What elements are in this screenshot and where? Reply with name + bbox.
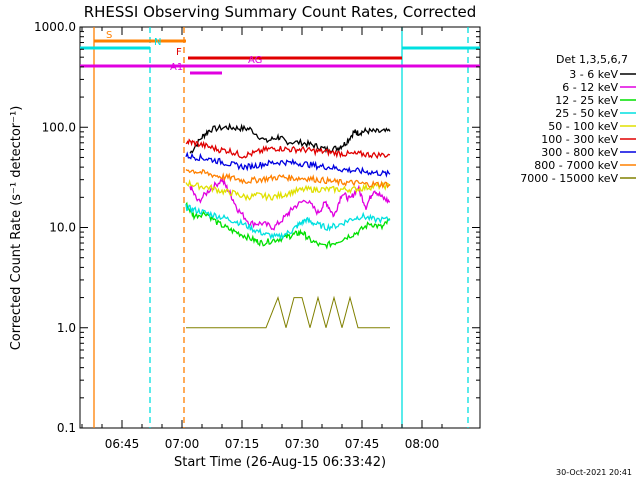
- flag-label-0: S: [106, 30, 112, 41]
- legend-label-0: 3 - 6 keV: [569, 68, 618, 81]
- series-line-4: [185, 179, 391, 202]
- x-tick-label-0: 06:45: [105, 437, 140, 451]
- y-axis-label: Corrected Count Rate (s⁻¹ detector⁻¹): [9, 106, 24, 351]
- y-tick-label-2: 10.0: [49, 221, 76, 235]
- legend-label-8: 7000 - 15000 keV: [520, 172, 618, 185]
- x-tick-label-1: 07:00: [165, 437, 200, 451]
- legend-label-3: 25 - 50 keV: [555, 107, 618, 120]
- x-tick-label-2: 07:15: [225, 437, 260, 451]
- series-line-6: [185, 151, 391, 178]
- plot-frame: [79, 26, 481, 429]
- y-tick-label-3: 1.0: [57, 321, 76, 335]
- series-line-1: [189, 177, 390, 231]
- flag-label-3: F: [176, 47, 182, 58]
- legend-title: Det 1,3,5,6,7: [556, 53, 628, 66]
- legend-label-4: 50 - 100 keV: [548, 120, 618, 133]
- legend-label-2: 12 - 25 keV: [555, 94, 618, 107]
- chart-title: RHESSI Observing Summary Count Rates, Co…: [84, 3, 477, 21]
- legend-label-1: 6 - 12 keV: [562, 81, 618, 94]
- series-line-5: [185, 138, 391, 160]
- y-tick-label-1: 100.0: [42, 120, 76, 134]
- flag-label-4: AG: [248, 55, 262, 66]
- footer-date: 30-Oct-2021 20:41: [556, 468, 632, 477]
- y-tick-label-0: 1000.0: [34, 20, 76, 34]
- legend-label-6: 300 - 800 keV: [541, 146, 618, 159]
- series-line-0: [189, 122, 391, 154]
- x-tick-label-3: 07:30: [285, 437, 320, 451]
- series-line-2: [185, 201, 391, 250]
- flag-label-1: N: [154, 37, 161, 48]
- y-tick-label-4: 0.1: [57, 421, 76, 435]
- series-line-8: [186, 295, 390, 329]
- x-tick-label-5: 08:00: [405, 437, 440, 451]
- x-tick-label-4: 07:45: [345, 437, 380, 451]
- series-line-7: [185, 168, 391, 189]
- x-axis-label: Start Time (26-Aug-15 06:33:42): [174, 455, 386, 470]
- series-line-3: [185, 204, 391, 241]
- legend-label-7: 800 - 7000 keV: [534, 159, 618, 172]
- legend-label-5: 100 - 300 keV: [541, 133, 618, 146]
